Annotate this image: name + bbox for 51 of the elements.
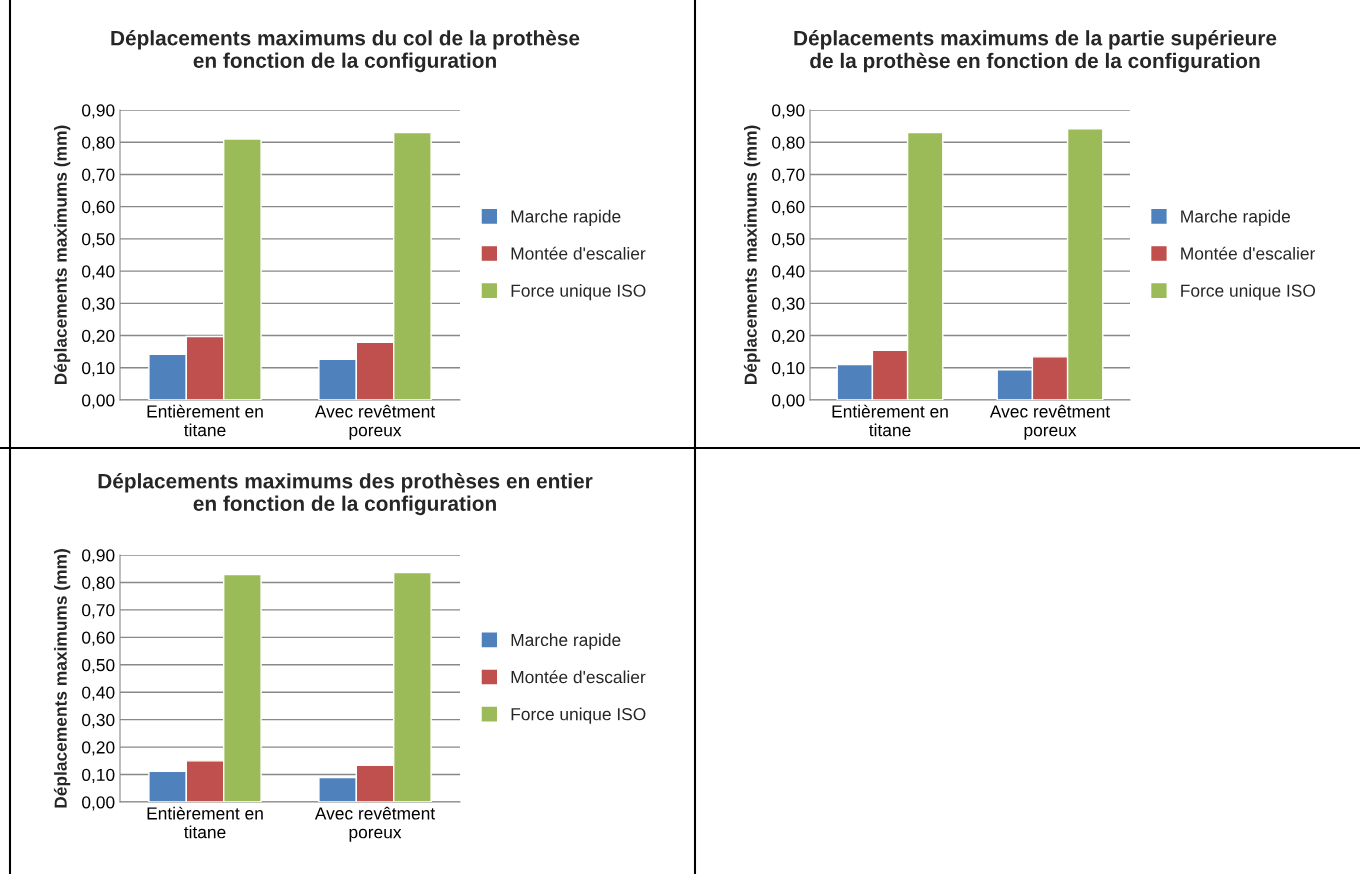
y-tick-label: 0,80 [82,576,115,591]
y-tick-label: 0,00 [82,796,115,811]
y-tick-label: 0,80 [82,136,115,151]
legend-label: Force unique ISO [1181,284,1316,301]
legend-label: Force unique ISO [511,707,646,724]
y-tick-label: 0,40 [82,686,115,701]
chart-title: Déplacements maximums de la partie supérieure de la prothèse en fonction de la configuration [794,30,1277,73]
x-tick-label: Entièrement en titane [147,404,263,437]
legend-label: Marche rapide [511,209,621,227]
y-tick-label: 0,70 [82,604,115,619]
y-tick-label: 0,70 [772,168,805,183]
x-tick-label: Entièrement en titane [832,404,948,437]
chart-title: Déplacements maximums des prothèses en entier en fonction de la configuration [98,473,593,516]
x-tick-label: Avec revêtment poreux [989,404,1111,440]
y-tick-label: 0,20 [772,329,805,345]
y-tick-label: 0,90 [82,104,115,119]
y-tick-label: 0,30 [82,297,115,312]
y-tick-label: 0,20 [82,741,115,756]
chart-title: Déplacements maximums du col de la prothèse en fonction de la configuration [111,30,580,73]
y-tick-label: 0,90 [82,549,115,564]
legend-label: Marche rapide [511,633,621,650]
y-axis-title: Déplacements maximums (mm) [53,549,71,808]
y-tick-label: 0,40 [772,265,805,280]
y-tick-label: 0,00 [772,394,805,409]
y-tick-label: 0,60 [82,631,115,646]
y-tick-label: 0,30 [772,297,805,312]
legend-label: Montée d'escalier [511,670,646,684]
y-tick-label: 0,10 [82,361,115,377]
y-tick-label: 0,40 [82,265,115,280]
legend-label: Montée d'escalier [1181,246,1316,260]
y-tick-label: 0,80 [772,136,805,151]
y-tick-label: 0,60 [772,200,805,216]
legend-label: Montée d'escalier [511,246,646,260]
y-axis-title: Déplacements maximums (mm) [53,125,71,385]
y-tick-label: 0,50 [82,233,115,248]
x-tick-label: Avec revêtment poreux [314,806,436,842]
y-tick-label: 0,70 [82,168,115,183]
x-tick-label: Avec revêtment poreux [314,404,436,440]
legend-label: Force unique ISO [511,284,646,301]
y-tick-label: 0,30 [82,713,115,729]
y-tick-label: 0,50 [772,233,805,248]
y-tick-label: 0,50 [82,658,115,674]
y-axis-title: Déplacements maximums (mm) [743,125,761,385]
y-tick-label: 0,90 [772,104,805,119]
y-tick-label: 0,60 [82,200,115,216]
y-tick-label: 0,10 [82,768,115,784]
y-tick-label: 0,00 [82,394,115,409]
x-tick-label: Entièrement en titane [147,806,263,839]
y-tick-label: 0,20 [82,329,115,345]
legend-label: Marche rapide [1181,209,1291,227]
y-tick-label: 0,10 [772,361,805,377]
